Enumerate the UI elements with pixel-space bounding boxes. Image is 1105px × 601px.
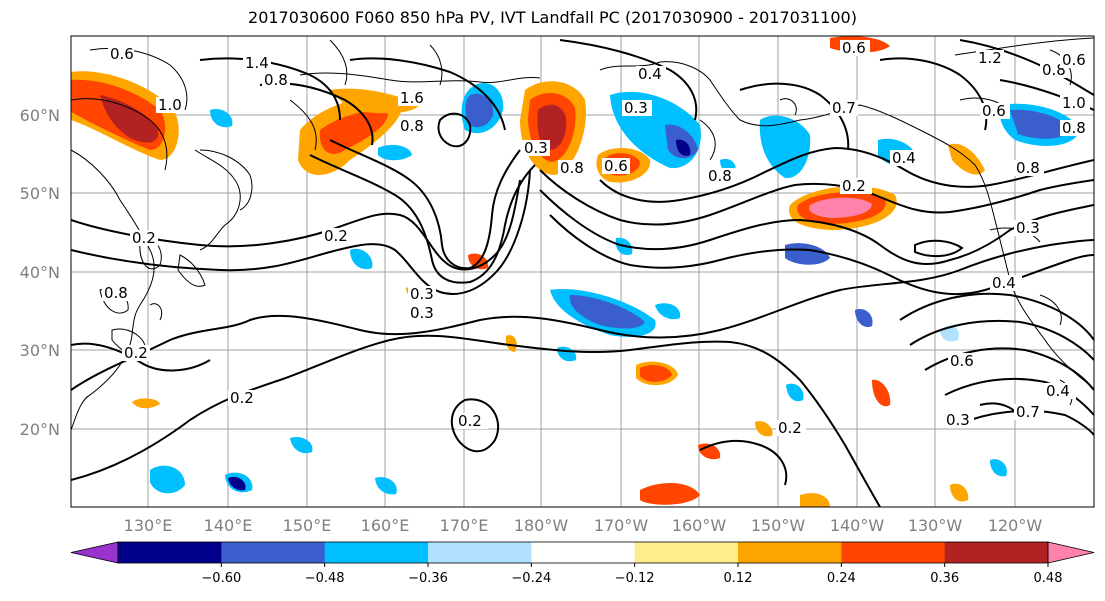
contour-label: 0.4 [1046, 382, 1070, 400]
contour-label: 0.3 [410, 304, 434, 322]
lon-label: 140°W [830, 516, 885, 535]
lat-label: 20°N [20, 420, 60, 439]
colorbar-outline [117, 541, 1049, 564]
colorbar-segment [944, 542, 1049, 563]
colorbar [70, 541, 1095, 564]
lat-label: 60°N [20, 106, 60, 125]
colorbar-segment [531, 542, 636, 563]
colorbar-segment [324, 542, 429, 563]
contour-label: 0.2 [778, 419, 802, 437]
pv-contours [71, 39, 1094, 507]
contour-label: 1.2 [978, 49, 1002, 67]
lat-label: 30°N [20, 341, 60, 360]
lon-label: 140°E [204, 516, 253, 535]
contour-label: 0.8 [708, 167, 732, 185]
lat-label: 40°N [20, 263, 60, 282]
contour-label: 0.3 [1016, 219, 1040, 237]
map-frame [70, 35, 1095, 508]
colorbar-segment [634, 542, 739, 563]
contour-label: 0.2 [458, 412, 482, 430]
colorbar-tick-label: −0.12 [615, 571, 655, 586]
contour-label: 0.8 [400, 117, 424, 135]
contour-label: 0.3 [410, 285, 434, 303]
colorbar-tick-label: −0.24 [511, 571, 551, 586]
lon-label: 170°W [594, 516, 649, 535]
colorbar-segment [221, 542, 326, 563]
colorbar-tick-label: 0.12 [724, 571, 753, 586]
colorbar-segment [428, 542, 532, 563]
contour-label: 1.4 [245, 54, 269, 72]
contour-label: 0.6 [110, 45, 134, 63]
contour-label: 0.4 [892, 149, 916, 167]
colorbar-tick-label: 0.24 [827, 571, 856, 586]
lon-label: 160°W [672, 516, 727, 535]
map-title: 2017030600 F060 850 hPa PV, IVT Landfall… [248, 8, 857, 27]
contour-label: 0.4 [638, 65, 662, 83]
contour-label: 0.8 [104, 284, 128, 302]
contour-label: 0.8 [1016, 159, 1040, 177]
latitude-labels: 60°N 50°N 40°N 30°N 20°N [20, 106, 60, 439]
colorbar-segment [841, 542, 946, 563]
colorbar-tick-labels: −0.60 −0.48 −0.36 −0.24 −0.12 0.12 0.24 0.36 0.4… [201, 563, 1063, 586]
colorbar-tick-label: 0.36 [930, 571, 959, 586]
contour-label: 0.8 [1062, 119, 1086, 137]
contour-label: 0.2 [132, 229, 156, 247]
contour-label: 0.3 [524, 139, 548, 157]
colorbar-tick-label: −0.36 [408, 571, 448, 586]
coastlines [71, 37, 1094, 431]
contour-label: 1.0 [1062, 94, 1086, 112]
lon-label: 150°W [751, 516, 806, 535]
contour-label: 0.7 [1016, 403, 1040, 421]
colorbar-tick-label: −0.60 [201, 571, 241, 586]
lon-label: 180°W [514, 516, 569, 535]
contour-label: 0.3 [624, 99, 648, 117]
contour-label: 0.4 [992, 274, 1016, 292]
colorbar-segment [118, 542, 222, 563]
lat-label: 50°N [20, 184, 60, 203]
colorbar-tick-label: 0.48 [1034, 571, 1063, 586]
lon-label: 150°E [283, 516, 332, 535]
contour-label: 1.0 [158, 96, 182, 114]
contour-label: 0.2 [842, 177, 866, 195]
contour-label: 0.6 [842, 39, 866, 57]
lon-label: 130°W [908, 516, 963, 535]
contour-labels: 0.6 1.4 0.8 1.0 0.2 1.6 0.8 0.4 0.3 0.8 … [102, 39, 1090, 437]
contour-label: 0.3 [946, 411, 970, 429]
colorbar-extend-max [1047, 541, 1095, 564]
lon-label: 130°E [124, 516, 173, 535]
contour-label: 0.6 [982, 102, 1006, 120]
lon-label: 170°E [440, 516, 489, 535]
lon-label: 120°W [988, 516, 1043, 535]
contour-label: 0.7 [832, 99, 856, 117]
contour-label: 0.6 [604, 157, 628, 175]
lon-label: 160°E [361, 516, 410, 535]
contour-label: 0.6 [1062, 51, 1086, 69]
colorbar-segment [738, 542, 842, 563]
contour-label: 0.2 [230, 389, 254, 407]
contour-label: 0.2 [124, 344, 148, 362]
contour-label: 0.8 [264, 71, 288, 89]
pv-shading [71, 36, 1080, 507]
contour-label: 0.8 [1042, 61, 1066, 79]
contour-label: 0.2 [324, 227, 348, 245]
colorbar-tick-label: −0.48 [305, 571, 345, 586]
contour-label: 1.6 [400, 89, 424, 107]
contour-label: 0.8 [560, 159, 584, 177]
longitude-labels: 130°E 140°E 150°E 160°E 170°E 180°W 170°… [124, 516, 1043, 535]
colorbar-extend-min [70, 541, 119, 564]
contour-label: 0.6 [950, 352, 974, 370]
